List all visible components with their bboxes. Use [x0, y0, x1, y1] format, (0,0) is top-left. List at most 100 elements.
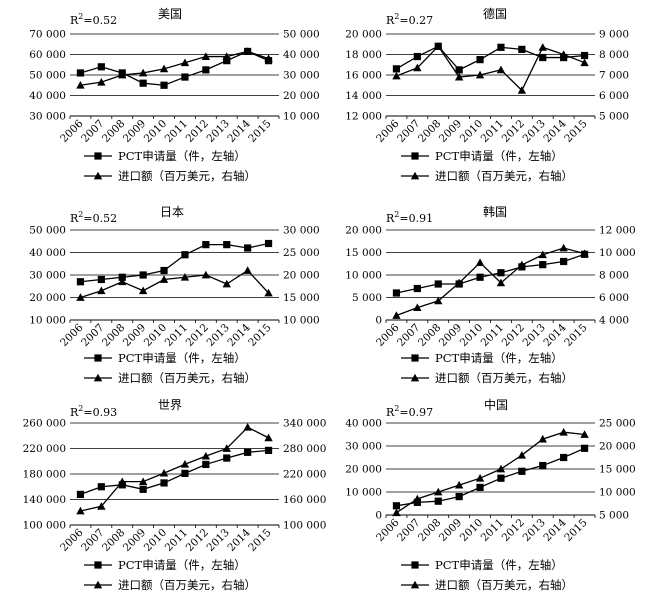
x-tick-label: 2007: [395, 322, 422, 349]
import-data-point: [392, 311, 401, 319]
x-tick-label: 2007: [79, 527, 106, 554]
pct-series-line: [80, 449, 269, 496]
chart-panel: 12 000 5 000 14 000 6 000 16 000 7 000 18 000 8…: [345, 6, 629, 183]
x-tick-label: 2014: [541, 117, 569, 145]
r-squared-exponent: 2: [394, 12, 399, 21]
legend-pct-label: PCT申请量（件，左轴）: [435, 558, 563, 572]
x-tick-label: 2015: [246, 322, 273, 349]
pct-data-point: [560, 453, 568, 462]
pct-data-point: [76, 69, 85, 77]
x-tick-label: 2015: [562, 322, 589, 349]
import-data-point: [97, 286, 106, 295]
import-data-point: [159, 275, 169, 283]
x-tick-label: 2009: [437, 322, 464, 349]
import-data-point: [222, 279, 231, 288]
right-y-tick-label: 12 000: [599, 225, 636, 237]
import-data-point: [76, 506, 85, 515]
left-y-tick-label: 16 000: [345, 70, 382, 82]
right-y-tick-label: 40 000: [283, 49, 320, 61]
import-series-line: [80, 50, 269, 86]
import-data-point: [243, 266, 252, 274]
x-tick-label: 2007: [79, 322, 106, 349]
pct-data-point: [118, 273, 126, 281]
pct-data-point: [181, 73, 189, 81]
pct-data-point: [223, 454, 231, 462]
pct-data-point: [160, 266, 168, 275]
pct-data-point: [139, 485, 147, 493]
left-y-tick-label: 40 000: [29, 90, 66, 102]
import-series-line: [80, 269, 270, 299]
right-y-tick-label: 5 000: [599, 510, 629, 522]
r-squared-symbol: R: [386, 406, 395, 419]
x-tick-label: 2012: [184, 118, 211, 145]
import-data-point: [201, 451, 211, 460]
x-tick-label: 2008: [416, 118, 443, 145]
pct-data-point: [476, 56, 484, 64]
import-data-point: [118, 477, 127, 486]
left-y-tick-label: 30 000: [29, 111, 66, 123]
pct-data-point: [202, 66, 210, 74]
pct-data-point: [202, 460, 210, 469]
pct-data-point: [223, 57, 231, 65]
legend-import-label: 进口额（百万美元，右轴）: [118, 371, 256, 385]
right-y-tick-label: 6 000: [599, 90, 629, 102]
left-y-tick-label: 14 000: [345, 90, 382, 102]
legend-import-label: 进口额（百万美元，右轴）: [118, 169, 256, 183]
r-squared-exponent: 2: [78, 210, 83, 219]
x-tick-label: 2007: [395, 517, 422, 544]
legend-pct-label: PCT申请量（件，左轴）: [435, 351, 563, 365]
right-y-tick-label: 10 000: [599, 487, 636, 499]
right-y-tick-label: 20 000: [283, 270, 320, 282]
chart-panel: 100 000 100 000 140 000 160 000 180 000 220 0…: [23, 398, 327, 592]
left-y-tick-label: 10 000: [345, 270, 382, 282]
right-y-tick-label: 220 000: [283, 469, 326, 481]
legend-pct-marker: [411, 354, 419, 362]
pct-data-point: [413, 52, 421, 61]
left-y-tick-label: 18 000: [345, 49, 382, 61]
pct-data-point: [264, 239, 273, 248]
left-y-tick-label: 12 000: [345, 111, 382, 123]
pct-data-point: [476, 273, 484, 281]
import-data-point: [538, 434, 547, 443]
import-data-point: [434, 296, 443, 305]
pct-data-point: [539, 53, 547, 62]
chart-title: 日本: [160, 205, 184, 219]
x-tick-label: 2008: [416, 322, 443, 349]
left-y-tick-label: 30 000: [29, 270, 66, 282]
right-y-tick-label: 10 000: [599, 247, 636, 259]
x-tick-label: 2009: [121, 527, 148, 554]
r-squared-symbol: R: [386, 212, 395, 225]
legend: PCT申请量（件，左轴） 进口额（百万美元，右轴）: [401, 149, 573, 183]
import-data-point: [434, 42, 443, 50]
import-data-point: [264, 54, 273, 62]
right-y-tick-label: 10 000: [283, 315, 320, 327]
import-data-point: [517, 86, 527, 94]
right-y-tick-label: 15 000: [283, 292, 320, 304]
pct-data-point: [97, 483, 105, 491]
x-tick-label: 2013: [520, 118, 547, 145]
import-data-point: [243, 47, 252, 55]
legend: PCT申请量（件，左轴） 进口额（百万美元，右轴）: [84, 558, 256, 592]
x-tick-label: 2012: [500, 118, 527, 145]
import-data-point: [517, 451, 527, 459]
left-y-tick-label: 100 000: [23, 520, 66, 532]
x-tick-label: 2014: [541, 516, 569, 544]
import-data-point: [97, 77, 106, 86]
chart-title: 韩国: [483, 204, 507, 219]
x-tick-label: 2008: [100, 322, 127, 349]
import-data-point: [222, 444, 231, 452]
import-data-point: [559, 428, 568, 436]
import-data-point: [201, 52, 211, 60]
pct-data-point: [518, 45, 526, 53]
left-y-tick-label: 50 000: [29, 70, 66, 82]
pct-data-point: [139, 79, 147, 87]
import-data-point: [413, 494, 422, 503]
r-squared-value: =0.93: [83, 406, 117, 419]
legend-pct-marker: [94, 152, 102, 160]
import-data-point: [454, 480, 464, 489]
x-tick-label: 2013: [204, 527, 231, 554]
left-y-tick-label: 0: [375, 315, 382, 327]
import-data-point: [392, 508, 401, 517]
import-data-point: [496, 278, 506, 287]
